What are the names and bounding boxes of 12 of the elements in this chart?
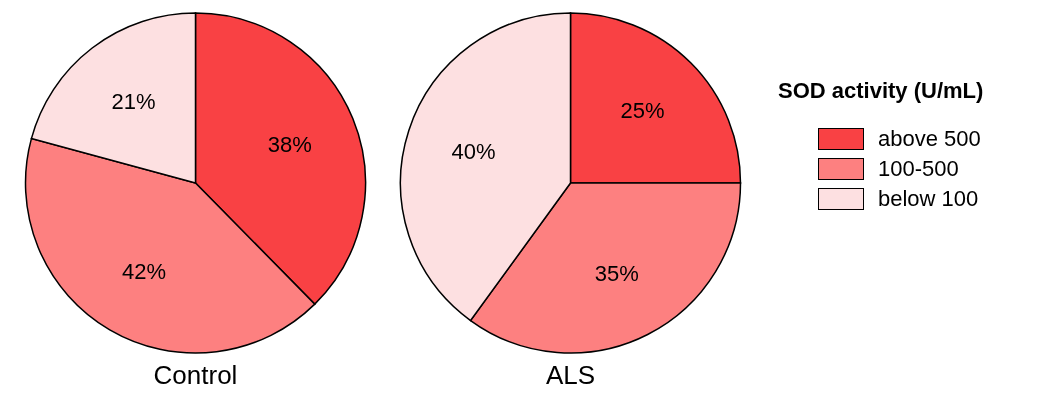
data-label: 35%: [594, 261, 639, 287]
legend-title: SOD activity (U/mL): [778, 78, 985, 104]
legend-label: 100-500: [878, 156, 959, 182]
legend-label: below 100: [878, 186, 979, 212]
data-label: 42%: [122, 258, 167, 284]
legend-label: above 500: [878, 126, 981, 152]
text: ALS: [544, 360, 597, 391]
data-label: 21%: [111, 89, 156, 115]
data-label: 38%: [267, 131, 312, 157]
text: Control: [152, 360, 239, 391]
data-label: 25%: [620, 98, 665, 124]
data-label: 40%: [451, 138, 496, 164]
